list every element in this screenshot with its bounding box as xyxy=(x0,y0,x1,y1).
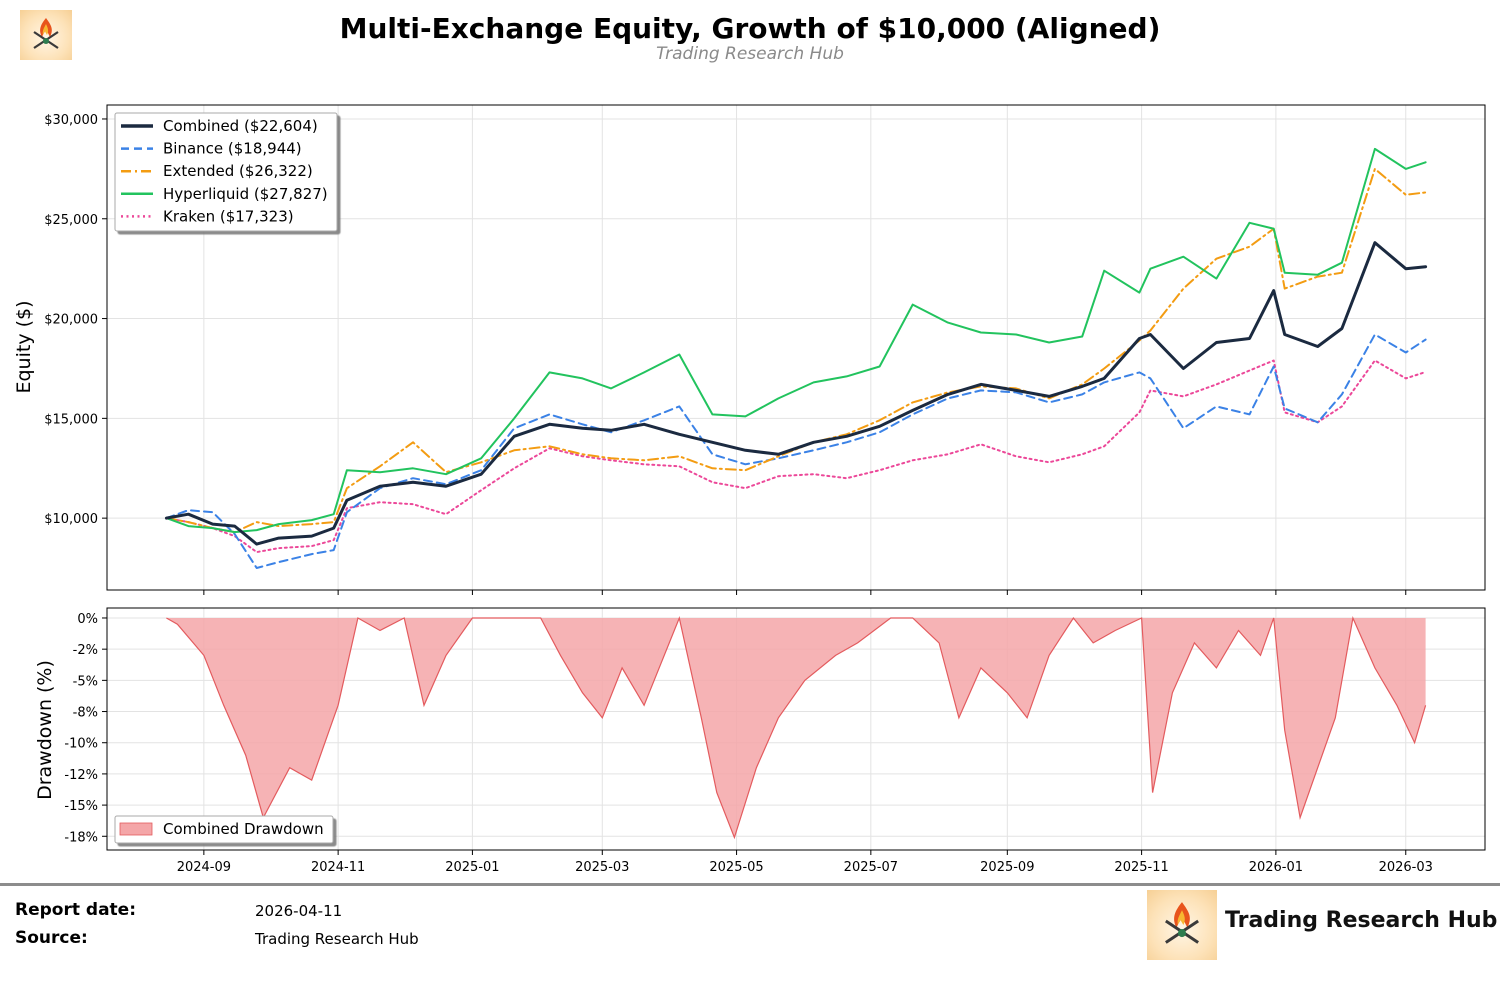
equity-panel: $10,000 $15,000 $20,000 $25,000 $30,000 Equi… xyxy=(13,104,1486,595)
flame-swords-icon xyxy=(33,18,59,49)
brand-name: Trading Research Hub xyxy=(1225,908,1498,933)
y-tick-label: -10% xyxy=(64,737,98,752)
y-tick-label: -15% xyxy=(64,799,98,814)
legend-swatch-drawdown xyxy=(119,822,153,836)
y-tick-label: -8% xyxy=(73,706,98,721)
y-tick-label: $30,000 xyxy=(44,113,98,128)
x-tick-label: 2025-03 xyxy=(575,860,629,875)
y-tick-label: -12% xyxy=(64,768,98,783)
brand-logo xyxy=(1147,890,1217,960)
chart-canvas: $10,000 $15,000 $20,000 $25,000 $30,000 Equi… xyxy=(13,104,1486,875)
equity-y-ticks: $10,000 $15,000 $20,000 $25,000 $30,000 xyxy=(44,113,107,527)
x-tick-label: 2026-01 xyxy=(1249,860,1303,875)
y-tick-label: $15,000 xyxy=(44,412,98,427)
footer-divider xyxy=(0,883,1500,886)
x-tick-label: 2025-11 xyxy=(1114,860,1168,875)
legend-box xyxy=(114,112,338,232)
x-tick-label: 2025-05 xyxy=(709,860,763,875)
legend-label-kraken: Kraken ($17,323) xyxy=(163,207,294,225)
equity-series-group xyxy=(164,147,1428,569)
flame-swords-icon xyxy=(1165,902,1199,944)
y-tick-label: $20,000 xyxy=(44,313,98,328)
x-tick-label: 2025-09 xyxy=(980,860,1034,875)
y-tick-label: 0% xyxy=(77,612,98,627)
series-line-kraken xyxy=(165,359,1427,554)
x-tick-label: 2024-09 xyxy=(177,860,231,875)
legend-label-binance: Binance ($18,944) xyxy=(163,140,302,158)
x-tick-label: 2025-01 xyxy=(445,860,499,875)
equity-legend: Combined ($22,604) Binance ($18,944) Exten… xyxy=(114,112,338,232)
source-value: Trading Research Hub xyxy=(255,930,419,948)
series-line-combined xyxy=(164,241,1428,546)
chart-subtitle: Trading Research Hub xyxy=(656,44,844,64)
series-line-binance xyxy=(165,333,1427,569)
drawdown-legend: Combined Drawdown xyxy=(114,815,334,844)
y-tick-label: -18% xyxy=(64,830,98,845)
drawdown-area xyxy=(166,618,1426,838)
legend-label-drawdown: Combined Drawdown xyxy=(163,820,324,838)
x-tick-label: 2026-03 xyxy=(1379,860,1433,875)
y-tick-label: $25,000 xyxy=(44,213,98,228)
drawdown-frame xyxy=(106,607,1486,851)
report-date-label: Report date: xyxy=(15,900,136,920)
legend-box xyxy=(114,815,334,844)
drawdown-series-group xyxy=(166,615,1427,840)
legend-label-combined: Combined ($22,604) xyxy=(163,117,318,135)
equity-y-label: Equity ($) xyxy=(13,300,35,393)
drawdown-line xyxy=(166,615,1427,840)
y-tick-label: -5% xyxy=(73,674,98,689)
drawdown-y-label: Drawdown (%) xyxy=(34,660,56,800)
drawdown-x-ticks: 2024-09 2024-11 2025-01 2025-03 2025-05 2025-… xyxy=(177,850,1433,875)
y-tick-label: -2% xyxy=(73,643,98,658)
x-tick-label: 2025-07 xyxy=(844,860,898,875)
legend-label-extended: Extended ($26,322) xyxy=(163,162,313,180)
drawdown-panel: 0%-2%-5%-8%-10%-12%-15%-18% 2024-09 2024-… xyxy=(34,607,1486,875)
drawdown-y-ticks: 0% -2% -5% -8% -10% -12% -15% -18% xyxy=(64,612,107,845)
source-label: Source: xyxy=(15,928,88,948)
legend-label-hyperliquid: Hyperliquid ($27,827) xyxy=(163,185,328,203)
report-date-value: 2026-04-11 xyxy=(255,902,343,920)
equity-frame xyxy=(106,104,1486,591)
chart-title: Multi-Exchange Equity, Growth of $10,000… xyxy=(339,12,1161,45)
x-tick-label: 2024-11 xyxy=(311,860,365,875)
series-line-hyperliquid xyxy=(165,147,1427,534)
brand-logo-small xyxy=(20,10,72,60)
y-tick-label: $10,000 xyxy=(44,512,98,527)
